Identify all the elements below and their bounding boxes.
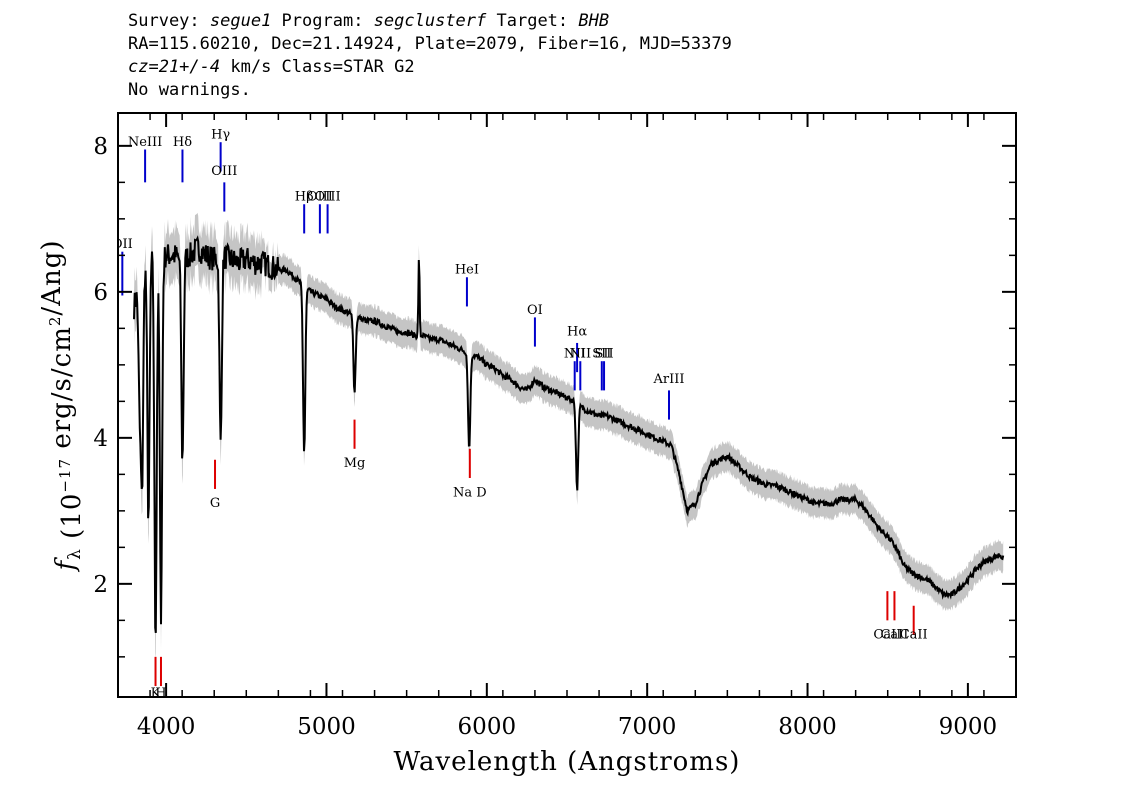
y-tick-label: 4 (93, 426, 108, 452)
emission-line-label: OIII (315, 190, 341, 205)
header-line-survey: Survey: segue1 Program: segclusterf Targ… (128, 10, 732, 33)
y-tick-label: 6 (93, 280, 108, 306)
x-tick-label: 4000 (137, 714, 196, 740)
x-axis-label: Wavelength (Angstroms) (394, 747, 741, 777)
header-line-coordinates: RA=115.60210, Dec=21.14924, Plate=2079, … (128, 34, 732, 54)
absorption-line-label: CaII (900, 628, 928, 643)
absorption-line-label: H (155, 686, 166, 701)
emission-line-label: SII (594, 347, 613, 362)
emission-line-label: Hδ (173, 135, 192, 150)
y-tick-label: 2 (93, 572, 108, 598)
y-axis-label: fλ (10−17 erg/s/cm2/Ang) (37, 240, 87, 573)
redshift-value: cz=21+/-4 (128, 57, 221, 77)
emission-line-label: ArIII (652, 372, 684, 387)
header-line-redshift: cz=21+/-4 km/s Class=STAR G2 (128, 56, 732, 79)
program-value: segclusterf (373, 11, 487, 31)
emission-line-label: OIII (211, 164, 237, 179)
x-tick-label: 8000 (778, 714, 837, 740)
x-tick-label: 6000 (458, 714, 517, 740)
x-tick-label: 5000 (297, 714, 356, 740)
header-line-warnings: No warnings. (128, 80, 251, 100)
absorption-line-label: Na D (453, 485, 487, 500)
absorption-line-label: G (210, 496, 220, 511)
x-tick-label: 7000 (618, 714, 677, 740)
survey-value: segue1 (209, 11, 272, 31)
emission-line-label: SII (592, 347, 611, 362)
absorption-line-label: CaII (873, 628, 901, 643)
absorption-line-label: CaII (880, 628, 908, 643)
program-label: Program: (271, 11, 374, 31)
target-value: BHB (578, 11, 610, 31)
error-band-layer (134, 212, 1004, 659)
spectrum-header: Survey: segue1 Program: segclusterf Targ… (128, 10, 732, 102)
emission-line-label: OI (527, 303, 543, 318)
absorption-line-label: K (151, 686, 161, 701)
emission-line-label: OIII (307, 190, 333, 205)
target-label: Target: (486, 11, 579, 31)
spectrum-line (133, 235, 1005, 634)
emission-line-label: Hγ (211, 128, 230, 143)
emission-line-label: NII (564, 347, 586, 362)
absorption-line-label: Mg (344, 456, 366, 471)
survey-label: Survey: (128, 11, 210, 31)
axes-layer: 4000 5000 6000 7000 8000 9000 2 4 6 8 (93, 113, 1017, 740)
x-tick-label: 9000 (939, 714, 998, 740)
emission-line-label: OII (112, 237, 133, 252)
emission-line-label: Hα (567, 325, 587, 340)
emission-line-label: Hβ (295, 190, 314, 205)
emission-line-label: HeI (455, 263, 479, 278)
error-band (134, 212, 1004, 659)
y-tick-label: 8 (93, 134, 108, 160)
emission-line-label: NeIII (128, 135, 162, 150)
emission-line-label: NII (569, 347, 591, 362)
redshift-class: km/s Class=STAR G2 (220, 57, 415, 77)
spectrum-layer (133, 235, 1005, 634)
